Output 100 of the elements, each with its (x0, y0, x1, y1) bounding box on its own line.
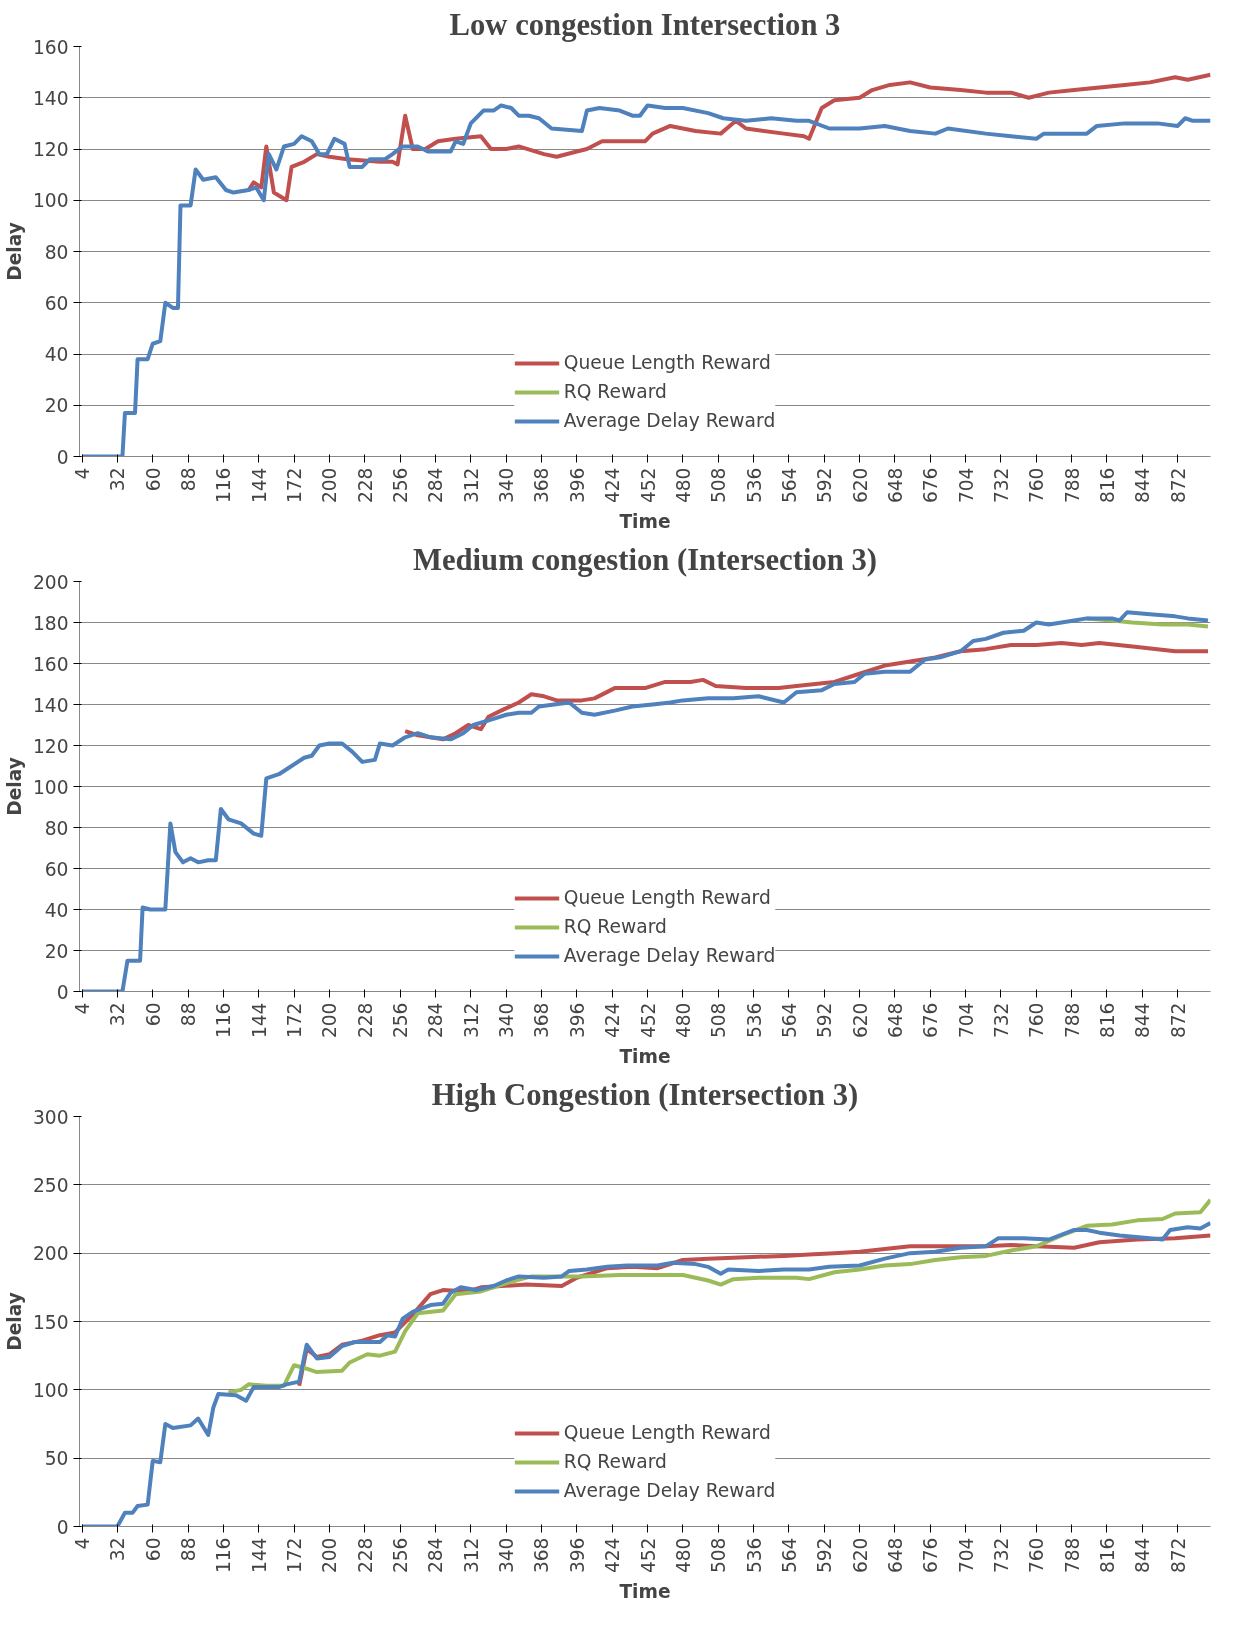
x-tick-label: 704 (955, 1002, 977, 1039)
x-tick-label: 844 (1132, 1002, 1154, 1039)
y-tick-label: 140 (32, 87, 69, 109)
x-tick-label: 368 (531, 1002, 553, 1039)
legend-label: RQ Reward (563, 381, 667, 402)
x-tick-label: 368 (531, 1537, 553, 1574)
x-tick-label: 32 (107, 467, 129, 492)
x-tick-label: 88 (178, 1537, 200, 1562)
x-tick-label: 144 (248, 1537, 270, 1574)
legend-label: RQ Reward (563, 1451, 667, 1472)
legend-label: Queue Length Reward (563, 352, 771, 373)
x-tick-label: 200 (319, 1002, 341, 1039)
x-tick-label: 816 (1096, 467, 1118, 504)
chart-title: Medium congestion (Intersection 3) (412, 542, 878, 577)
x-tick-label: 788 (1061, 1537, 1083, 1574)
x-tick-label: 480 (672, 1002, 694, 1039)
y-tick-label: 200 (32, 1243, 69, 1265)
y-tick-label: 40 (44, 899, 69, 921)
x-tick-label: 312 (460, 1537, 482, 1574)
x-tick-label: 32 (107, 1537, 129, 1562)
x-tick-label: 60 (142, 467, 164, 492)
x-tick-label: 732 (990, 467, 1012, 504)
chart-title: High Congestion (Intersection 3) (431, 1077, 859, 1112)
y-tick-label: 0 (56, 981, 69, 1003)
y-tick-label: 0 (56, 446, 69, 468)
x-tick-label: 172 (284, 1537, 306, 1574)
x-tick-label: 340 (496, 1537, 518, 1574)
x-tick-label: 508 (708, 1537, 730, 1574)
x-tick-label: 4 (72, 1537, 94, 1550)
x-tick-label: 564 (778, 467, 800, 504)
y-tick-label: 80 (44, 817, 69, 839)
x-tick-label: 452 (637, 1002, 659, 1039)
y-tick-label: 60 (44, 858, 69, 880)
legend-label: Average Delay Reward (563, 1480, 776, 1501)
x-tick-label: 172 (284, 1002, 306, 1039)
x-tick-label: 144 (248, 1002, 270, 1039)
x-axis-title: Time (619, 511, 671, 533)
x-tick-label: 480 (672, 1537, 694, 1574)
y-tick-label: 200 (32, 571, 69, 593)
x-tick-label: 788 (1061, 1002, 1083, 1039)
x-tick-label: 396 (566, 1002, 588, 1039)
y-tick-label: 150 (32, 1311, 69, 1333)
x-tick-label: 872 (1167, 1002, 1189, 1039)
x-tick-label: 284 (425, 1002, 447, 1039)
y-tick-label: 0 (56, 1516, 69, 1538)
x-tick-label: 312 (460, 1002, 482, 1039)
x-tick-label: 760 (1026, 1002, 1048, 1039)
x-tick-label: 788 (1061, 467, 1083, 504)
x-tick-label: 256 (390, 1002, 412, 1039)
x-tick-label: 564 (778, 1537, 800, 1574)
x-tick-label: 88 (178, 1002, 200, 1027)
x-tick-label: 200 (319, 1537, 341, 1574)
y-axis-title: Delay (3, 1292, 25, 1351)
x-tick-label: 60 (142, 1537, 164, 1562)
x-axis-title: Time (619, 1581, 671, 1603)
y-tick-label: 60 (44, 292, 69, 314)
x-tick-label: 4 (72, 467, 94, 480)
x-tick-label: 732 (990, 1537, 1012, 1574)
x-tick-label: 536 (743, 1537, 765, 1574)
y-tick-label: 20 (44, 940, 69, 962)
legend-label: Queue Length Reward (563, 1422, 771, 1443)
x-tick-label: 816 (1096, 1002, 1118, 1039)
x-tick-label: 312 (460, 467, 482, 504)
y-tick-label: 120 (32, 139, 69, 160)
x-tick-label: 144 (248, 467, 270, 504)
x-tick-label: 844 (1132, 467, 1154, 504)
x-tick-label: 452 (637, 1537, 659, 1574)
x-tick-label: 172 (284, 467, 306, 504)
y-axis-title: Delay (3, 222, 25, 281)
chart-title: Low congestion Intersection 3 (449, 7, 841, 42)
y-tick-label: 100 (32, 776, 69, 798)
x-tick-label: 228 (354, 1537, 376, 1574)
x-tick-label: 340 (496, 1002, 518, 1039)
x-tick-label: 424 (602, 1537, 624, 1574)
x-tick-label: 396 (566, 1537, 588, 1574)
x-tick-label: 480 (672, 467, 694, 504)
x-tick-label: 704 (955, 1537, 977, 1574)
legend-label: Average Delay Reward (563, 945, 776, 966)
x-tick-label: 592 (814, 467, 836, 504)
y-tick-label: 300 (32, 1106, 69, 1128)
x-tick-label: 872 (1167, 1537, 1189, 1574)
x-tick-label: 200 (319, 467, 341, 504)
x-tick-label: 60 (142, 1002, 164, 1027)
y-tick-label: 250 (32, 1174, 69, 1196)
x-tick-label: 536 (743, 467, 765, 504)
x-tick-label: 284 (425, 467, 447, 504)
x-tick-label: 564 (778, 1002, 800, 1039)
x-tick-label: 760 (1026, 467, 1048, 504)
x-tick-label: 872 (1167, 467, 1189, 504)
legend-label: Queue Length Reward (563, 887, 771, 908)
y-tick-label: 160 (32, 36, 69, 58)
x-tick-label: 368 (531, 467, 553, 504)
x-tick-label: 284 (425, 1537, 447, 1574)
x-tick-label: 676 (920, 1002, 942, 1039)
x-tick-label: 508 (708, 1002, 730, 1039)
y-tick-label: 100 (32, 190, 69, 212)
x-tick-label: 256 (390, 467, 412, 504)
x-tick-label: 228 (354, 1002, 376, 1039)
x-tick-label: 116 (213, 1537, 235, 1574)
x-tick-label: 116 (213, 467, 235, 504)
